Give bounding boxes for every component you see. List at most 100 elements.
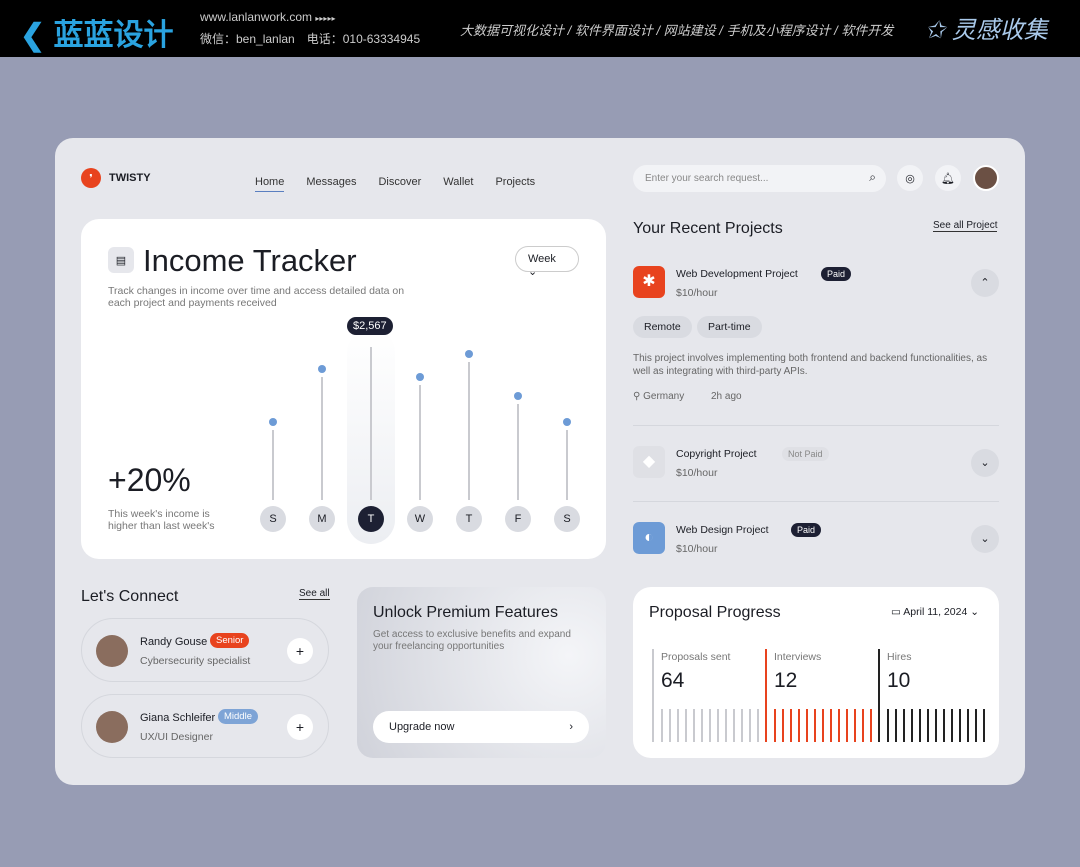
nav-wallet[interactable]: Wallet	[443, 176, 474, 188]
income-bar	[321, 377, 323, 500]
range-select[interactable]: Week ⌄	[515, 246, 579, 278]
person-name: Randy Gouse	[140, 636, 208, 648]
stat-tick	[733, 709, 735, 742]
income-bar	[517, 404, 519, 500]
chevron-down-icon[interactable]: ⌄	[971, 525, 999, 553]
stat-value: 12	[774, 669, 798, 692]
add-icon[interactable]: +	[287, 638, 313, 664]
connect-see-all[interactable]: See all	[299, 588, 330, 600]
logo-icon: ❜	[81, 168, 101, 188]
nav-messages[interactable]: Messages	[306, 176, 357, 188]
income-point	[465, 350, 473, 358]
stat-tick	[854, 709, 856, 742]
upgrade-button[interactable]: Upgrade now ›	[373, 711, 589, 743]
income-description: Track changes in income over time and ac…	[108, 285, 405, 309]
stat-tick	[701, 709, 703, 742]
avatar	[96, 635, 128, 667]
stat-tick	[725, 709, 727, 742]
project-name[interactable]: Copyright Project	[676, 448, 757, 460]
stat-tick	[838, 709, 840, 742]
stat-tick	[806, 709, 808, 742]
income-point	[514, 392, 522, 400]
income-point	[563, 417, 571, 426]
day-label[interactable]: T	[456, 506, 482, 532]
stat-tick	[790, 709, 792, 742]
stat-tick	[741, 709, 743, 742]
chevron-down-icon[interactable]: ⌄	[971, 449, 999, 477]
projects-title: Your Recent Projects	[633, 220, 783, 237]
stat-tick	[967, 709, 969, 742]
location-icon: ⚲	[633, 391, 641, 402]
stat-tick	[927, 709, 929, 742]
banner-logo: ❮ 蓝蓝设计	[20, 10, 173, 54]
day-label[interactable]: F	[505, 506, 531, 532]
stat-divider	[652, 649, 654, 742]
proposal-title: Proposal Progress	[649, 604, 781, 621]
search-placeholder: Enter your search request...	[645, 173, 769, 184]
person-name: Giana Schleifer	[140, 712, 216, 724]
stat-tick	[661, 709, 663, 742]
project-name[interactable]: Web Design Project	[676, 524, 769, 536]
day-label[interactable]: T	[358, 506, 384, 532]
person-role: UX/UI Designer	[140, 731, 213, 743]
stat-divider	[878, 649, 880, 742]
nav-projects[interactable]: Projects	[495, 176, 536, 188]
connect-person: Randy Gouse Senior Cybersecurity specialis…	[81, 618, 329, 682]
main-nav: Home Messages Discover Wallet Projects	[255, 172, 557, 192]
project-description: This project involves implementing both …	[633, 353, 988, 377]
income-tooltip: $2,567	[347, 317, 393, 335]
wallet-icon: ▤	[108, 247, 134, 273]
project-time: 2h ago	[711, 391, 742, 402]
app-logo: TWISTY	[109, 172, 151, 184]
project-name[interactable]: Web Development Project	[676, 268, 798, 280]
connect-title: Let's Connect	[81, 588, 179, 605]
stat-value: 10	[887, 669, 911, 692]
stat-value: 64	[661, 669, 685, 692]
stat-tick	[749, 709, 751, 742]
income-note: This week's income is higher than last w…	[108, 508, 215, 532]
calendar-icon: ▭	[891, 606, 901, 618]
banner-brand: 蓝蓝设计	[53, 19, 174, 52]
project-icon: ◆	[633, 446, 665, 478]
premium-description: Get access to exclusive benefits and exp…	[373, 629, 571, 652]
stat-tick	[951, 709, 953, 742]
dashboard: ❜ TWISTY Home Messages Discover Wallet Proje…	[55, 138, 1025, 785]
stat-label: Hires	[887, 651, 912, 663]
nav-home[interactable]: Home	[255, 176, 285, 192]
status-badge: Paid	[821, 267, 852, 281]
add-icon[interactable]: +	[287, 714, 313, 740]
income-title: Income Tracker	[143, 243, 357, 278]
avatar[interactable]	[973, 165, 999, 191]
settings-icon[interactable]: ◎	[897, 165, 923, 191]
stat-tick	[822, 709, 824, 742]
person-role: Cybersecurity specialist	[140, 655, 251, 667]
nav-discover[interactable]: Discover	[378, 176, 422, 188]
day-label[interactable]: M	[309, 506, 335, 532]
connect-person: Giana Schleifer Middle UX/UI Designer +	[81, 694, 329, 758]
project-rate: $10/hour	[676, 543, 718, 555]
day-label[interactable]: S	[260, 506, 286, 532]
divider	[633, 501, 999, 502]
project-rate: $10/hour	[676, 287, 718, 299]
stat-tick	[774, 709, 776, 742]
project-icon: ◐	[633, 522, 665, 554]
status-badge: Not Paid	[782, 447, 829, 461]
search-icon[interactable]: ⌕	[869, 170, 876, 184]
search-input[interactable]: Enter your search request... ⌕	[633, 165, 886, 192]
income-point	[416, 372, 424, 381]
income-chart: S M $2,567 T W T F S	[251, 317, 591, 549]
income-point	[318, 365, 326, 373]
projects-see-all[interactable]: See all Project	[933, 220, 998, 232]
level-badge: Senior	[210, 633, 250, 648]
income-bar	[468, 362, 470, 500]
stat-label: Proposals sent	[661, 651, 731, 663]
chevron-up-icon[interactable]: ⌃	[971, 269, 999, 297]
bell-icon[interactable]: 🔔︎	[935, 165, 961, 191]
stat-tick	[919, 709, 921, 742]
day-label[interactable]: W	[407, 506, 433, 532]
day-label[interactable]: S	[554, 506, 580, 532]
date-select[interactable]: ▭ April 11, 2024 ⌄	[891, 606, 980, 618]
stat-tick	[983, 709, 985, 742]
stat-tick	[677, 709, 679, 742]
stat-tick	[975, 709, 977, 742]
